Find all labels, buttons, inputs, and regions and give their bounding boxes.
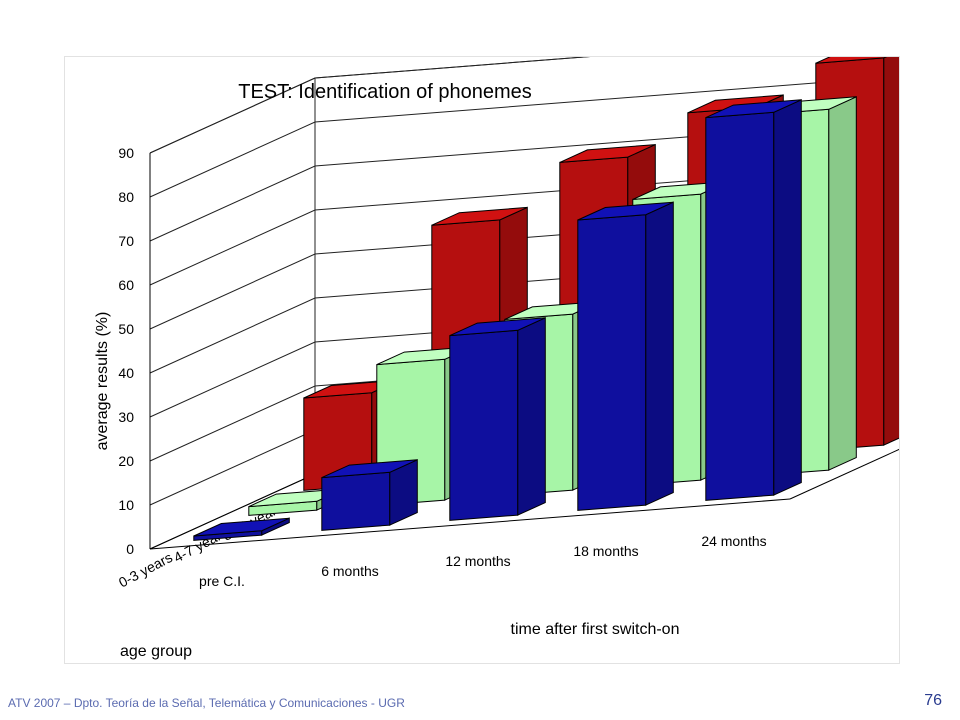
bar-front	[705, 111, 775, 501]
bar-front	[449, 329, 519, 521]
bar-side	[773, 99, 802, 496]
floor-edge	[789, 448, 899, 500]
x-tick-label: 6 months	[321, 563, 379, 579]
bar-0-3-years-24-months	[705, 99, 802, 501]
y-tick-label: 80	[118, 189, 134, 205]
y-tick-label: 40	[118, 365, 134, 381]
bar-top	[321, 459, 418, 479]
x-tick-label: 24 months	[701, 533, 766, 549]
x-tick-label: 18 months	[573, 543, 638, 559]
bar-top	[193, 517, 290, 537]
age-tick-label: 0-3 years	[116, 549, 175, 591]
y-tick-label: 70	[118, 233, 134, 249]
x-axis-line	[149, 498, 791, 550]
y-tick-label: 50	[118, 321, 134, 337]
bar-layer	[193, 57, 899, 541]
y-tick-label: 20	[118, 453, 134, 469]
x-axis-label: time after first switch-on	[511, 621, 680, 638]
y-tick-label: 30	[118, 409, 134, 425]
x-tick-label: pre C.I.	[199, 573, 245, 589]
y-tick-label: 0	[126, 541, 134, 557]
age-axis-label: age group	[120, 643, 192, 660]
y-tick-label: 10	[118, 497, 134, 513]
chart-title: TEST: Identification of phonemes	[238, 81, 532, 103]
bar-0-3-years-6-months	[321, 459, 418, 531]
page-number: 76	[924, 692, 942, 709]
bar-top	[577, 201, 674, 221]
bar-top	[559, 144, 656, 163]
bar-top	[431, 206, 528, 226]
y-tick-label: 60	[118, 277, 134, 293]
bar-chart-3d: 0 10 20 30 40 50 60 70 80 90 pre C.I. 6 months 12 mo…	[94, 57, 899, 660]
grid-layer	[149, 57, 899, 550]
bar-top	[449, 317, 546, 337]
bar-0-3-years-12-months	[449, 317, 546, 521]
bar-top	[815, 57, 887, 64]
bar-side	[517, 317, 546, 516]
y-axis-label: average results (%)	[94, 312, 111, 451]
chart-panel: 0 10 20 30 40 50 60 70 80 90 pre C.I. 6 months 12 mo…	[64, 56, 900, 664]
bar-0-3-years-18-months	[577, 201, 674, 511]
bar-front	[321, 471, 391, 531]
bar-side	[828, 96, 857, 471]
bar-top	[705, 99, 802, 119]
y-tick-label: 90	[118, 145, 134, 161]
bar-0-3-years-pre-c-i-	[193, 517, 290, 541]
z-axis-line	[149, 473, 316, 550]
bar-front	[577, 214, 647, 511]
x-tick-label: 12 months	[445, 553, 510, 569]
bar-side	[645, 201, 674, 506]
footer-text: ATV 2007 – Dpto. Teoría de la Señal, Tel…	[8, 696, 405, 710]
bar-side	[883, 57, 899, 446]
